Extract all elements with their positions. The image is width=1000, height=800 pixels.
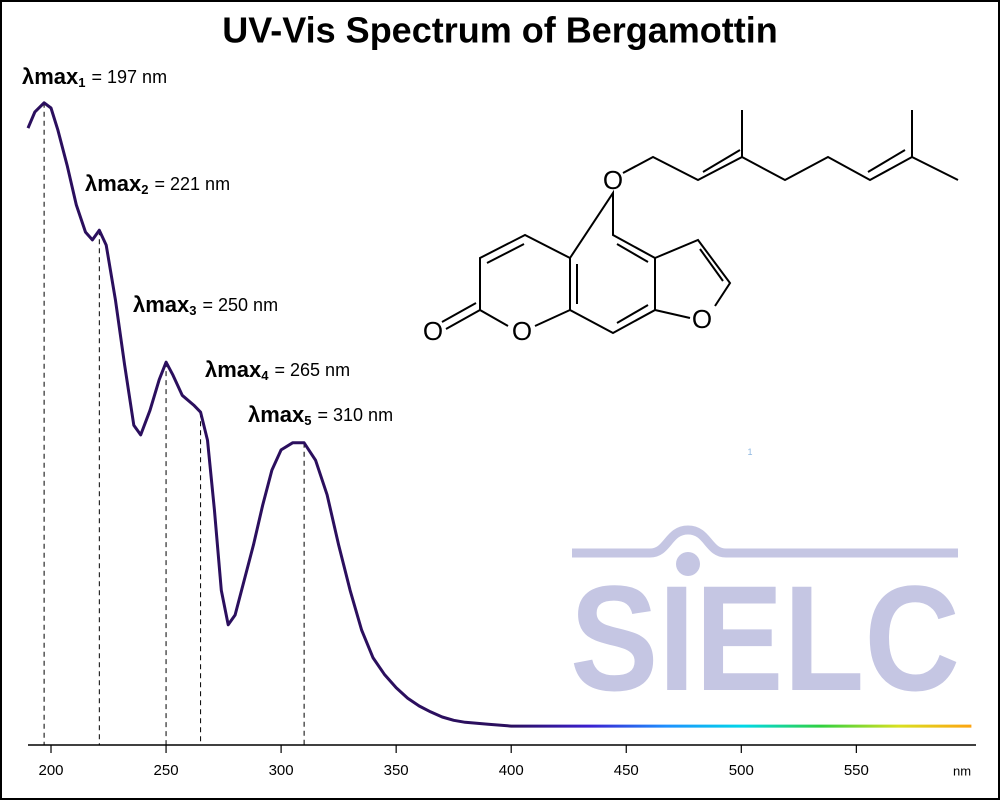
atom-label: O <box>512 316 532 346</box>
peak-label: λmax5 = 310 nm <box>248 402 393 429</box>
double-bond <box>576 243 649 324</box>
lactone-ring <box>479 233 571 327</box>
watermark-logo: SIELC <box>570 525 960 722</box>
peak-label-sub: 2 <box>141 182 148 197</box>
chart-title: UV-Vis Spectrum of Bergamottin <box>222 10 777 51</box>
peak-label-symbol: λmax <box>133 292 190 317</box>
furan-ring <box>654 238 732 319</box>
x-tick-label: 400 <box>499 762 524 779</box>
x-tick-label: 200 <box>38 762 63 779</box>
watermark: SIELC <box>570 554 960 722</box>
marker-note: 1 <box>747 447 752 457</box>
peak-label-text: = 221 nm <box>155 174 231 194</box>
peak-label-text: = 250 nm <box>203 295 279 315</box>
x-tick-label: 500 <box>729 762 754 779</box>
peak-label-text: = 197 nm <box>92 67 168 87</box>
molecule <box>441 110 959 335</box>
benzene-ring <box>569 189 656 335</box>
peak-label: λmax1 = 197 nm <box>22 64 167 91</box>
x-axis-label: nm <box>953 763 971 778</box>
peak-label-symbol: λmax <box>85 171 142 196</box>
peak-label-text: = 310 nm <box>318 405 394 425</box>
peak-label-symbol: λmax <box>22 64 79 89</box>
peak-label-sub: 3 <box>189 303 196 318</box>
peak-label-sub: 5 <box>304 413 311 428</box>
double-bond <box>486 243 525 264</box>
double-bond <box>699 248 724 282</box>
x-tick-label: 450 <box>614 762 639 779</box>
atom-label: O <box>423 316 443 346</box>
peak-label: λmax2 = 221 nm <box>85 171 230 198</box>
side-chain <box>622 110 959 182</box>
x-tick-label: 250 <box>154 762 179 779</box>
peak-label-sub: 4 <box>261 368 269 383</box>
carbonyl <box>441 302 481 330</box>
logo-dot <box>676 552 700 576</box>
double-bond <box>702 149 906 173</box>
logo-curve <box>572 525 958 558</box>
peak-label-symbol: λmax <box>205 357 262 382</box>
x-tick-label: 300 <box>269 762 294 779</box>
peak-label-text: = 265 nm <box>275 360 351 380</box>
x-tick-label: 550 <box>844 762 869 779</box>
peak-label-symbol: λmax <box>248 402 305 427</box>
peak-label: λmax4 = 265 nm <box>205 357 350 384</box>
x-tick-label: 350 <box>384 762 409 779</box>
atom-label: O <box>603 165 623 195</box>
atom-label: O <box>692 304 712 334</box>
peak-label-sub: 1 <box>78 75 85 90</box>
spectrum-line <box>26 101 972 728</box>
peak-label: λmax3 = 250 nm <box>133 292 278 319</box>
